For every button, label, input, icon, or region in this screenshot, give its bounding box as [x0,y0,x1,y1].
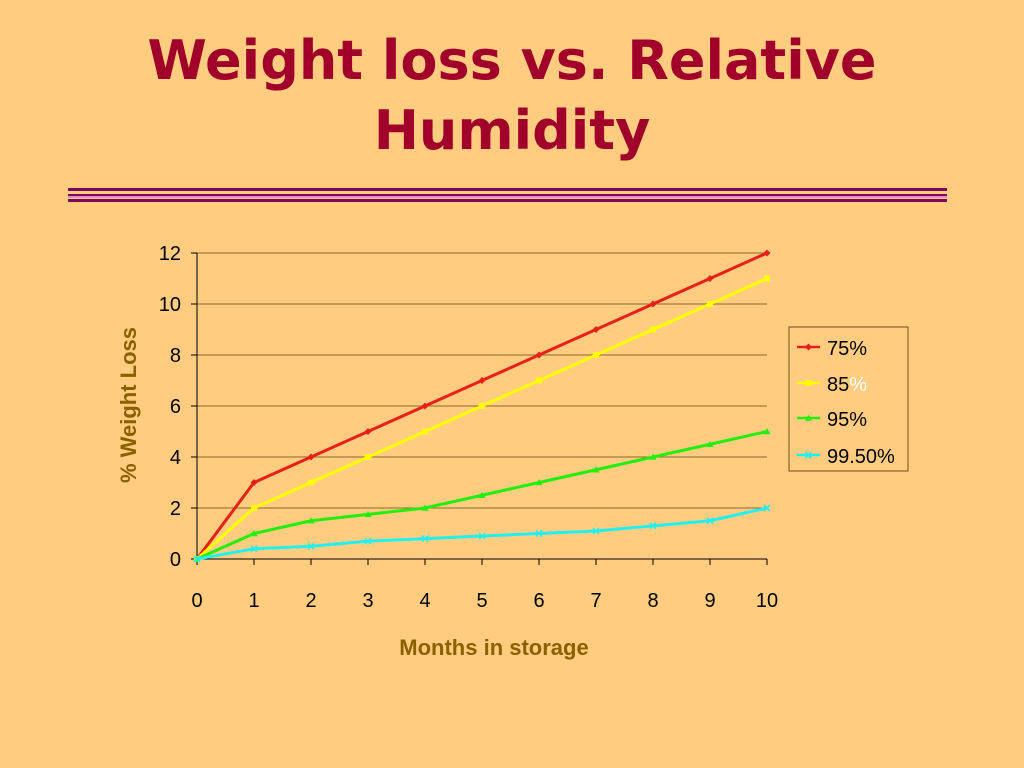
point-99-50-x1 [250,545,258,553]
y-tick-label-2: 2 [170,498,181,520]
legend-marker-95 [805,414,812,421]
point-85-x6 [536,377,542,384]
title-divider-line-3 [68,199,947,202]
series-85 [194,275,770,562]
point-75-x10 [763,249,771,257]
legend-marker-75 [805,343,812,351]
x-tick-label-5: 5 [476,590,487,612]
point-99-50-x7 [592,527,600,535]
x-axis-title: Months in storage [399,635,588,660]
x-tick-label-7: 7 [590,590,601,612]
point-85-x8 [650,326,656,333]
point-95-x8 [649,453,657,460]
point-95-x4 [421,504,429,511]
title-divider-line-2 [68,194,947,196]
slide-title: Weight loss vs. Relative Humidity [0,26,1024,166]
point-75-x3 [364,428,372,435]
y-tick-label-10: 10 [159,294,181,316]
y-tick-label-4: 4 [170,447,181,469]
title-divider-line-1 [68,188,947,191]
point-75-x7 [592,326,600,333]
x-tick-label-8: 8 [647,590,658,612]
x-tick-label-3: 3 [362,590,373,612]
point-75-x9 [706,275,714,282]
x-tick-label-10: 10 [756,590,778,612]
point-95-x6 [535,479,543,486]
point-85-x4 [422,428,428,435]
legend-label-75: 75% [827,338,867,360]
point-85-x3 [365,454,371,460]
point-85-x2 [308,479,314,486]
x-tick-label-0: 0 [191,590,202,612]
point-99-50-x2 [307,542,315,550]
point-85-x5 [479,403,485,409]
point-99-50-x10 [763,504,771,512]
y-axis-title: % Weight Loss [116,327,141,483]
series-line-85 [195,277,768,561]
x-tick-label-2: 2 [305,590,316,612]
point-95-x3 [364,510,372,518]
series-lines [193,249,771,563]
point-95-x2 [307,517,315,524]
point-75-x4 [421,402,429,410]
series-75 [193,249,771,563]
legend-label-99-5: 99.50% [827,446,895,468]
legend-item-85: 85% [797,374,867,396]
point-85-x1 [251,505,257,511]
y-tick-label-12: 12 [159,243,181,265]
point-99-50-x9 [706,517,714,525]
point-75-x8 [649,300,657,308]
title-divider-highlight [68,196,947,198]
point-95-x9 [706,440,714,448]
y-tick-label-6: 6 [170,396,181,418]
x-axis-ticks: 0 1 2 3 4 5 6 7 8 9 10 [191,559,778,612]
x-tick-label-6: 6 [533,590,544,612]
point-99-50-x3 [364,537,372,545]
slide-title-line-2: Humidity [373,99,651,162]
point-95-x1 [250,530,258,537]
legend-label-95: 95% [827,409,867,431]
x-tick-label-1: 1 [248,590,259,612]
point-95-x10 [763,428,771,435]
series-95 [193,428,771,562]
legend-item-99-5: 99.50% [797,446,895,468]
y-axis-ticks: 0 2 4 6 8 10 12 [159,243,197,571]
legend: 75% 85% 95% 99.50% [788,326,909,472]
point-95-x5 [478,491,486,499]
point-75-x5 [478,377,486,384]
point-95-x7 [592,466,600,473]
point-99-50-x6 [535,529,543,538]
point-75-x1 [250,479,258,486]
legend-marker-99-50 [804,451,813,459]
point-99-50-x5 [478,532,486,540]
y-tick-label-8: 8 [170,345,181,367]
point-75-x6 [535,351,543,359]
point-75-x2 [307,453,315,461]
legend-box [788,326,909,472]
series-99-50 [193,504,771,563]
x-tick-label-9: 9 [704,590,715,612]
x-tick-label-4: 4 [419,590,430,612]
point-85-x9 [707,301,713,307]
point-99-50-x0 [193,555,201,563]
series-line-99-50 [196,506,768,561]
point-99-50-x8 [649,522,657,530]
point-85-x7 [593,352,599,358]
point-99-50-x4 [421,535,429,543]
slide-title-line-1: Weight loss vs. Relative [147,29,877,92]
y-tick-label-0: 0 [170,549,181,571]
legend-label-85-percent: % [849,374,867,396]
legend-label-85-value: 85 [827,374,849,396]
legend-marker-85 [805,380,812,386]
point-85-x10 [764,275,770,282]
legend-label-85: 85% [827,374,867,396]
